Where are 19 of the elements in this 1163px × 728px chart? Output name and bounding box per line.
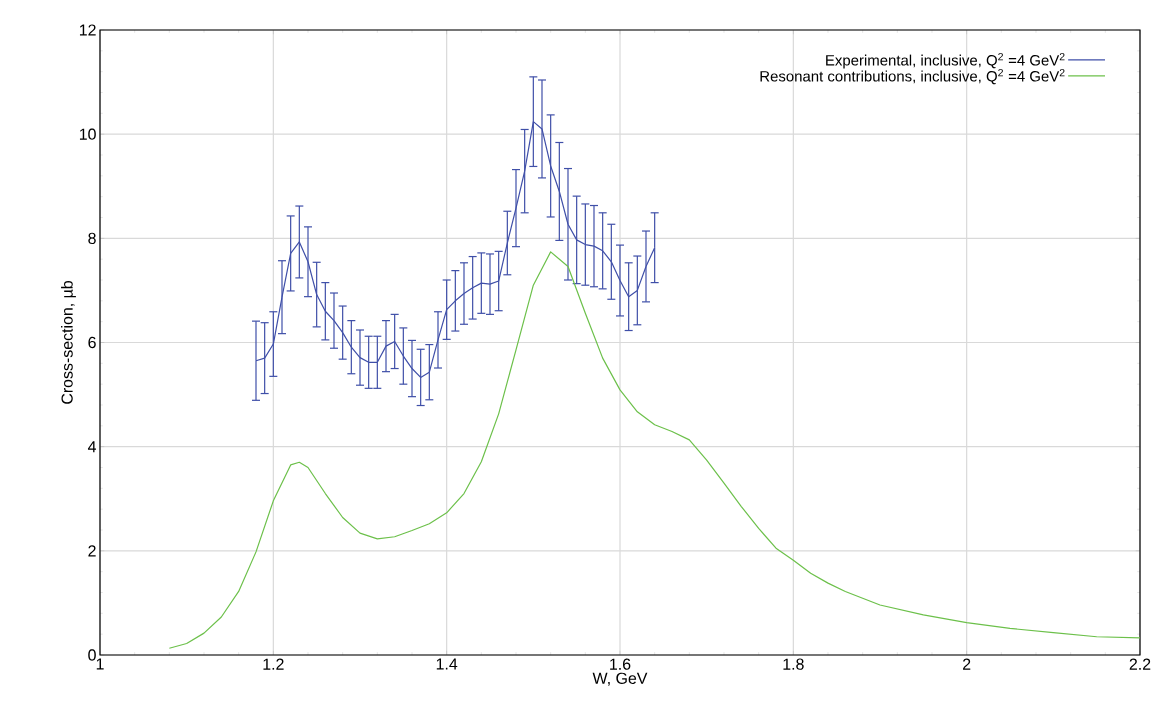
y-tick-label: 8 <box>88 232 96 244</box>
line-series <box>168 251 1140 649</box>
y-axis-title: Cross-section, µb <box>61 281 76 404</box>
x-tick-label: 1.8 <box>783 658 804 670</box>
y-tick-label: 2 <box>88 545 96 557</box>
x-tick-label: 1.6 <box>610 658 631 670</box>
y-tick-label: 10 <box>79 128 96 140</box>
x-tick-label: 1.4 <box>436 658 458 670</box>
x-tick-label: 2.2 <box>1129 658 1151 670</box>
y-tick-label: 0 <box>88 649 96 661</box>
x-tick-label: 1 <box>96 658 104 670</box>
y-tick-label: 6 <box>88 336 96 349</box>
legend-label: Resonant contributions, inclusive, Q$^{2}$ =4 GeV$^{2}$ <box>760 68 1065 85</box>
x-tick-label: 2 <box>963 658 971 670</box>
legend-label: Experimental, inclusive, Q$^{2}$ =4 GeV$^{2}$ <box>826 52 1065 69</box>
y-tick-label: 12 <box>79 24 96 36</box>
x-axis-title: W, GeV <box>592 672 648 686</box>
y-tick-label: 4 <box>87 441 96 453</box>
x-tick-label: 1.2 <box>263 658 284 670</box>
